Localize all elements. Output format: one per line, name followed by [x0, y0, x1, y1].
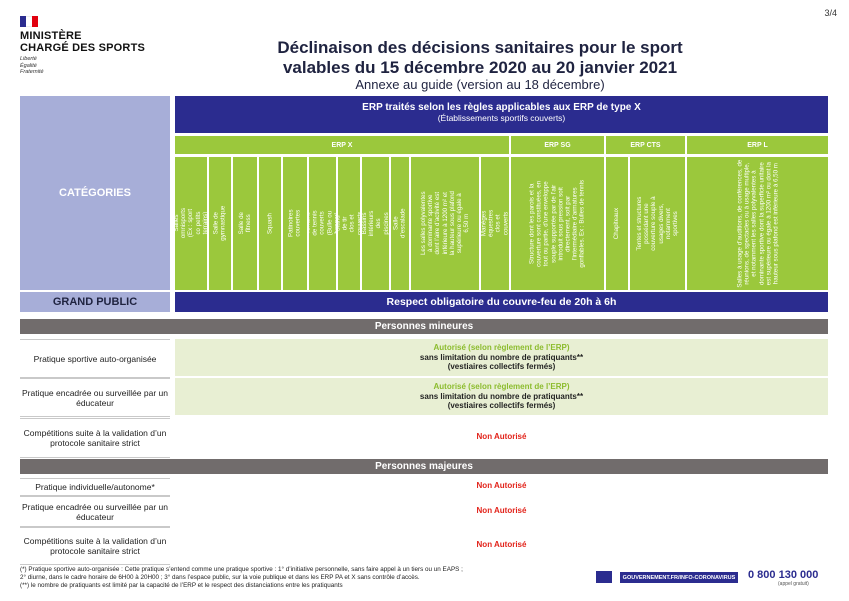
- column-header: Salles à usage d’auditions, de conférenc…: [687, 157, 828, 290]
- row-value-minors-auto: Autorisé (selon règlement de l’ERP) sans…: [175, 339, 828, 376]
- row-label-minors-competition: Compétitions suite à la validation d’un …: [20, 418, 170, 458]
- column-header: Stand de tir clos et couverts: [338, 157, 360, 290]
- status-detail: (vestiaires collectifs fermés): [447, 401, 556, 411]
- group-erp-cts: ERP CTS: [606, 136, 685, 154]
- column-header: Bassins intérieurs des piscines: [362, 157, 389, 290]
- row-value-adults-supervised: Non Autorisé: [175, 496, 828, 525]
- row-value-adults-individual: Non Autorisé: [175, 478, 828, 494]
- motto-fraternite: Fraternité: [20, 69, 44, 75]
- page-subtitle: Annexe au guide (version au 18 décembre): [355, 77, 605, 92]
- erp-x-subtitle: (Établissements sportifs couverts): [437, 113, 566, 123]
- phone-note: (appel gratuit): [778, 581, 809, 587]
- column-header: Tentes et structures possédant une couve…: [630, 157, 685, 290]
- column-header: Manèges équestres clos et couverts: [481, 157, 509, 290]
- status-detail: sans limitation du nombre de pratiquants…: [419, 352, 584, 362]
- column-header: Salle de gymnastique: [209, 157, 231, 290]
- french-flag-icon: [20, 16, 38, 27]
- row-label-adults-supervised: Pratique encadrée ou surveillée par un é…: [20, 496, 170, 527]
- group-erp-sg: ERP SG: [511, 136, 604, 154]
- motto-egalite: Égalité: [20, 62, 37, 69]
- erp-x-header: ERP traités selon les règles applicables…: [175, 96, 828, 133]
- gouv-info-link[interactable]: GOUVERNEMENT.FR/INFO-CORONAVIRUS: [620, 572, 738, 583]
- status-authorized: Autorisé (selon règlement de l’ERP): [433, 382, 570, 392]
- grand-public-label: GRAND PUBLIC: [20, 292, 170, 312]
- column-header: Salle d’escalade: [391, 157, 409, 290]
- section-minors: Personnes mineures: [20, 319, 828, 334]
- page-number: 3/4: [824, 8, 837, 18]
- row-value-minors-competition: Non Autorisé: [175, 418, 828, 456]
- title-line-1: Déclinaison des décisions sanitaires pou…: [277, 38, 683, 57]
- row-label-minors-auto: Pratique sportive auto-organisée: [20, 339, 170, 378]
- ministry-name-line1: MINISTÈRE: [20, 30, 82, 42]
- row-label-minors-supervised: Pratique encadrée ou surveillée par un é…: [20, 378, 170, 417]
- row-value-adults-competition: Non Autorisé: [175, 527, 828, 563]
- status-detail: sans limitation du nombre de pratiquants…: [419, 391, 584, 401]
- status-not-authorized: Non Autorisé: [476, 481, 527, 491]
- column-header: Patinoires couvertes: [283, 157, 307, 290]
- column-header: Terrains de tennis couverts (Bulle ou ha…: [309, 157, 336, 290]
- group-erp-x: ERP X: [175, 136, 509, 154]
- footnotes: (*) Pratique sportive auto-organisée : C…: [20, 566, 620, 590]
- column-header: Chapiteaux: [606, 157, 628, 290]
- group-erp-l: ERP L: [687, 136, 828, 154]
- section-adults: Personnes majeures: [20, 459, 828, 474]
- row-label-adults-competition: Compétitions suite à la validation d’un …: [20, 527, 170, 565]
- categories-header: CATÉGORIES: [20, 96, 170, 290]
- column-header: Salle de fitness: [233, 157, 257, 290]
- row-label-adults-individual: Pratique individuelle/autonome*: [20, 478, 170, 496]
- title-line-2: valables du 15 décembre 2020 au 20 janvi…: [282, 58, 678, 77]
- status-not-authorized: Non Autorisé: [476, 432, 527, 442]
- footnote: 2° diurne, dans le cadre horaire de 6H00…: [20, 574, 420, 581]
- erp-x-title: ERP traités selon les règles applicables…: [362, 102, 641, 113]
- ministry-logo: MINISTÈRE CHARGÉ DES SPORTS Liberté Égal…: [20, 16, 150, 76]
- column-header: Les salles polyvalentes à dominante spor…: [411, 157, 479, 290]
- footnote: (**) le nombre de pratiquants est limité…: [20, 582, 343, 589]
- footnote: (*) Pratique sportive auto-organisée : C…: [20, 566, 463, 573]
- status-not-authorized: Non Autorisé: [476, 505, 527, 515]
- phone-number: 0 800 130 000: [748, 569, 819, 581]
- column-header: Structure dont les parois et la couvertu…: [511, 157, 604, 290]
- status-authorized: Autorisé (selon règlement de l’ERP): [433, 343, 570, 353]
- grand-public-value: Respect obligatoire du couvre-feu de 20h…: [175, 292, 828, 312]
- status-not-authorized: Non Autorisé: [476, 540, 527, 550]
- column-header: Squash: [259, 157, 281, 290]
- motto-liberte: Liberté: [20, 56, 37, 62]
- status-detail: (vestiaires collectifs fermés): [447, 362, 556, 372]
- government-icon: [596, 571, 612, 583]
- row-value-minors-supervised: Autorisé (selon règlement de l’ERP) sans…: [175, 378, 828, 415]
- ministry-name-line2: CHARGÉ DES SPORTS: [20, 42, 146, 54]
- column-header: Salles omnisports (Ex : sport co petits …: [175, 157, 207, 290]
- page-title: Déclinaison des décisions sanitaires pou…: [200, 38, 760, 78]
